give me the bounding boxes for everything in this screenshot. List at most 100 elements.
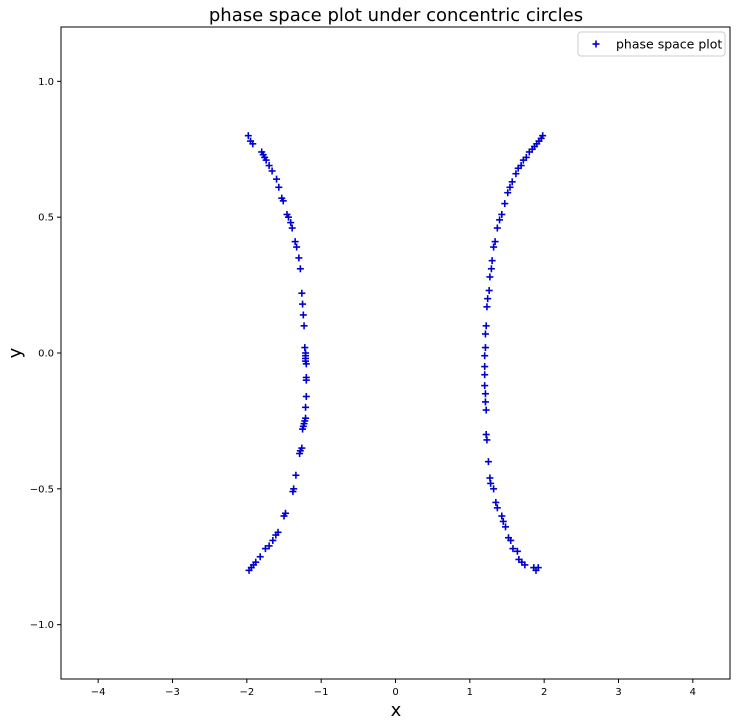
data-point xyxy=(481,344,489,352)
x-tick-label: 1 xyxy=(467,687,473,698)
data-point xyxy=(496,216,504,224)
data-point xyxy=(302,376,310,384)
data-point xyxy=(300,322,308,330)
data-point xyxy=(508,178,516,186)
x-tick-label: −3 xyxy=(165,687,180,698)
data-point xyxy=(302,360,310,368)
data-point xyxy=(512,170,520,178)
data-point xyxy=(269,536,277,544)
data-point xyxy=(514,164,522,172)
data-point xyxy=(261,545,269,553)
data-point xyxy=(273,175,281,183)
data-point xyxy=(265,542,273,550)
data-point xyxy=(262,156,270,164)
legend-box xyxy=(577,31,726,57)
data-point xyxy=(498,210,506,218)
data-point xyxy=(519,156,527,164)
data-point xyxy=(498,512,506,520)
data-point xyxy=(292,471,300,479)
data-point xyxy=(275,183,283,191)
data-point xyxy=(513,547,521,555)
data-point xyxy=(506,183,514,191)
y-tick-label: −1.0 xyxy=(30,620,54,631)
data-point xyxy=(501,200,509,208)
plot-frame xyxy=(60,26,731,680)
data-point xyxy=(481,382,489,390)
data-point xyxy=(482,406,490,414)
data-point xyxy=(280,512,288,520)
data-point xyxy=(483,303,491,311)
x-tick-label: 4 xyxy=(690,687,696,698)
data-point xyxy=(481,371,489,379)
data-point xyxy=(490,243,498,251)
data-point xyxy=(534,564,542,572)
legend-marker xyxy=(592,40,600,48)
x-tick-label: 3 xyxy=(615,687,621,698)
data-point xyxy=(484,458,492,466)
data-points xyxy=(244,132,547,574)
y-tick-label: −0.5 xyxy=(30,484,54,495)
data-point xyxy=(502,523,510,531)
data-point xyxy=(289,488,297,496)
x-tick-label: 2 xyxy=(541,687,547,698)
data-point xyxy=(509,545,517,553)
data-point xyxy=(302,392,310,400)
data-point xyxy=(299,300,307,308)
data-point xyxy=(299,425,307,433)
data-point xyxy=(245,566,253,574)
data-point xyxy=(287,219,295,227)
y-tick-label: 0.5 xyxy=(38,213,54,224)
data-point xyxy=(279,197,287,205)
x-tick-label: −4 xyxy=(91,687,106,698)
data-point xyxy=(488,257,496,265)
data-point xyxy=(295,254,303,262)
data-point xyxy=(288,224,296,232)
data-point xyxy=(481,390,489,398)
data-point xyxy=(481,363,489,371)
data-point xyxy=(492,498,500,506)
data-point xyxy=(272,531,280,539)
x-tick-label: −2 xyxy=(239,687,254,698)
plot-area xyxy=(61,27,730,679)
data-point xyxy=(525,148,533,156)
legend-label: phase space plot xyxy=(616,37,722,52)
data-point xyxy=(268,167,276,175)
legend-marker-glyph xyxy=(592,40,600,48)
legend: phase space plot xyxy=(577,31,726,57)
data-point xyxy=(482,322,490,330)
data-point xyxy=(483,436,491,444)
y-axis-label: y xyxy=(5,347,26,358)
data-point xyxy=(485,287,493,295)
data-point xyxy=(249,140,257,148)
y-tick-label: 1.0 xyxy=(38,77,54,88)
data-point xyxy=(487,479,495,487)
data-point xyxy=(298,289,306,297)
data-point xyxy=(481,398,489,406)
data-point xyxy=(296,265,304,273)
data-point xyxy=(291,238,299,246)
data-point xyxy=(244,132,252,140)
data-point xyxy=(499,517,507,525)
chart-title: phase space plot under concentric circle… xyxy=(209,5,583,26)
data-point xyxy=(493,224,501,232)
data-point xyxy=(507,536,515,544)
x-axis-label: x xyxy=(391,700,402,721)
data-point xyxy=(265,162,273,170)
data-point xyxy=(486,273,494,281)
x-tick-label: −1 xyxy=(314,687,329,698)
x-tick-label: 0 xyxy=(392,687,398,698)
data-point xyxy=(296,450,304,458)
data-point xyxy=(504,189,512,197)
data-point xyxy=(481,352,489,360)
data-point xyxy=(481,330,489,338)
data-point xyxy=(293,243,301,251)
data-point xyxy=(256,553,264,561)
axis-ticks: −4 −3 −2 −1 0 1 2 3 4 −1.0 −0.5 0.0 0.5 1.0 xyxy=(30,77,696,698)
data-point xyxy=(484,295,492,303)
data-point xyxy=(299,311,307,319)
data-point xyxy=(302,403,310,411)
data-point xyxy=(284,213,292,221)
data-point xyxy=(490,485,498,493)
data-point xyxy=(487,265,495,273)
